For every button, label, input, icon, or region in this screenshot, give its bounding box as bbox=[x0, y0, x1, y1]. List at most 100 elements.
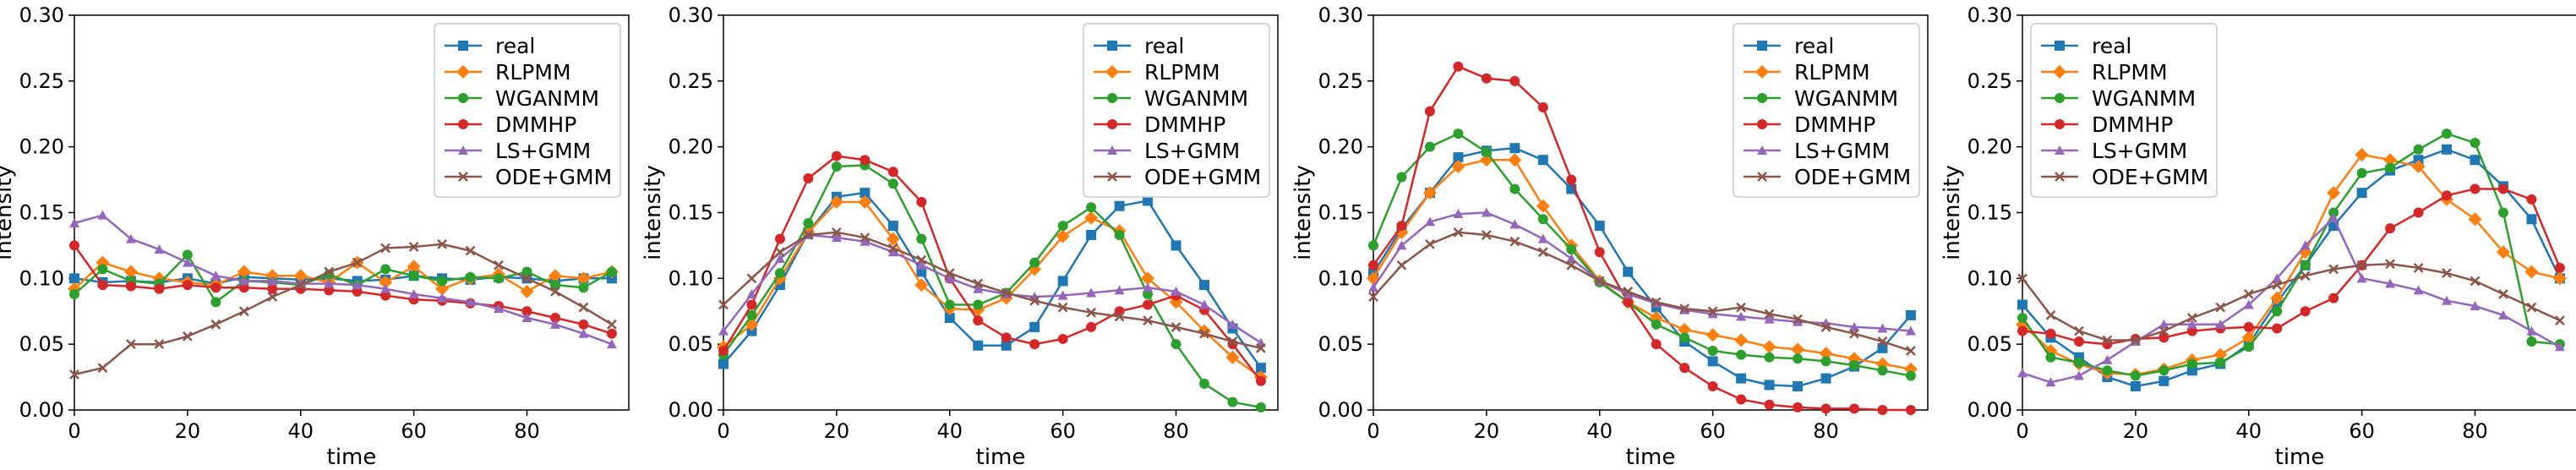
data-point-b bbox=[1086, 307, 1096, 318]
data-point bbox=[1453, 128, 1464, 139]
legend-label: WGANMM bbox=[495, 86, 599, 111]
data-point bbox=[1566, 253, 1577, 263]
data-point-b bbox=[1114, 311, 1125, 322]
y-tick-label: 0.25 bbox=[1967, 69, 2012, 93]
data-point bbox=[1029, 257, 1040, 268]
data-point bbox=[407, 260, 421, 274]
data-point bbox=[1537, 155, 1548, 166]
data-point bbox=[1736, 311, 1747, 321]
data-point bbox=[2300, 240, 2311, 250]
data-point-b bbox=[380, 243, 391, 254]
data-point bbox=[1086, 321, 1097, 332]
data-point bbox=[1453, 152, 1464, 163]
data-point bbox=[1368, 282, 1378, 292]
data-point bbox=[2328, 264, 2339, 275]
data-point bbox=[1849, 328, 1859, 339]
data-point bbox=[973, 283, 984, 293]
data-point bbox=[2468, 212, 2482, 227]
data-point bbox=[578, 319, 589, 330]
data-point bbox=[2442, 128, 2453, 139]
data-point bbox=[380, 283, 391, 293]
data-point bbox=[2526, 302, 2537, 313]
data-point bbox=[1594, 247, 1605, 258]
data-point bbox=[1171, 339, 1182, 350]
data-point bbox=[2130, 380, 2141, 391]
data-point bbox=[324, 266, 335, 277]
data-point bbox=[2470, 183, 2480, 194]
data-point bbox=[2272, 273, 2283, 283]
y-tick-label: 0.00 bbox=[669, 398, 713, 422]
y-tick-label: 0.00 bbox=[19, 398, 64, 422]
data-point bbox=[1255, 375, 1266, 386]
data-point bbox=[126, 339, 136, 350]
data-point bbox=[1424, 216, 1435, 227]
y-tick-label: 0.15 bbox=[19, 201, 64, 225]
data-point-b bbox=[494, 260, 504, 271]
data-point bbox=[352, 280, 363, 290]
data-point bbox=[2327, 186, 2341, 200]
data-point bbox=[2158, 375, 2169, 386]
legend-marker bbox=[2055, 41, 2065, 51]
data-point bbox=[1114, 200, 1125, 211]
data-point bbox=[858, 195, 872, 210]
data-point bbox=[1793, 402, 1804, 413]
data-point bbox=[916, 254, 927, 265]
data-point bbox=[2385, 162, 2396, 173]
legend-marker bbox=[458, 119, 468, 129]
data-point-b bbox=[1594, 276, 1605, 287]
data-point bbox=[352, 257, 363, 268]
data-point bbox=[2215, 319, 2226, 329]
data-point bbox=[2383, 153, 2398, 167]
x-tick-label: 0 bbox=[68, 419, 80, 443]
data-point bbox=[465, 297, 476, 307]
legend-label: real bbox=[2092, 34, 2131, 58]
data-point-b bbox=[2300, 271, 2311, 281]
data-point bbox=[380, 264, 391, 275]
x-axis-label: time bbox=[2275, 445, 2325, 470]
data-point-b bbox=[1877, 336, 1888, 347]
data-point-b bbox=[437, 238, 447, 249]
data-point bbox=[2470, 276, 2480, 287]
data-point bbox=[944, 313, 955, 324]
data-point bbox=[238, 276, 249, 286]
data-point bbox=[1707, 306, 1718, 317]
data-point bbox=[2215, 357, 2226, 368]
legend-label: LS+GMM bbox=[495, 139, 591, 163]
data-point bbox=[1171, 322, 1182, 332]
data-point-b bbox=[1396, 260, 1407, 271]
data-point bbox=[2186, 319, 2197, 329]
series-line bbox=[1372, 211, 1912, 332]
data-point bbox=[549, 319, 560, 329]
series-line bbox=[74, 214, 613, 346]
data-point bbox=[2526, 336, 2537, 347]
data-point bbox=[1762, 340, 1776, 354]
data-point bbox=[494, 303, 505, 314]
data-point-b bbox=[154, 339, 165, 350]
legend-marker bbox=[1105, 65, 1119, 79]
data-point bbox=[1877, 323, 1888, 333]
y-tick-label: 0.25 bbox=[669, 69, 713, 93]
legend-marker bbox=[1757, 145, 1767, 155]
data-point bbox=[1793, 353, 1804, 364]
data-point bbox=[1536, 199, 1550, 213]
data-point bbox=[2554, 342, 2565, 352]
data-point bbox=[1198, 280, 1209, 291]
data-point-b bbox=[352, 257, 363, 268]
data-point bbox=[125, 233, 136, 243]
data-point bbox=[2073, 336, 2084, 347]
data-point bbox=[887, 221, 898, 232]
data-point bbox=[1171, 286, 1182, 296]
data-point bbox=[154, 339, 165, 350]
data-point bbox=[2413, 285, 2424, 295]
data-point-b bbox=[2243, 289, 2254, 299]
data-point bbox=[1001, 340, 1012, 351]
data-point bbox=[2328, 292, 2339, 303]
data-point-b bbox=[1736, 302, 1746, 313]
data-point bbox=[2497, 183, 2508, 194]
data-point bbox=[914, 278, 929, 292]
series-ode-gmm bbox=[1368, 227, 1916, 356]
data-point bbox=[2158, 365, 2169, 376]
data-point bbox=[1905, 309, 1916, 320]
data-point bbox=[2356, 167, 2367, 178]
y-tick-label: 0.00 bbox=[1318, 398, 1363, 422]
